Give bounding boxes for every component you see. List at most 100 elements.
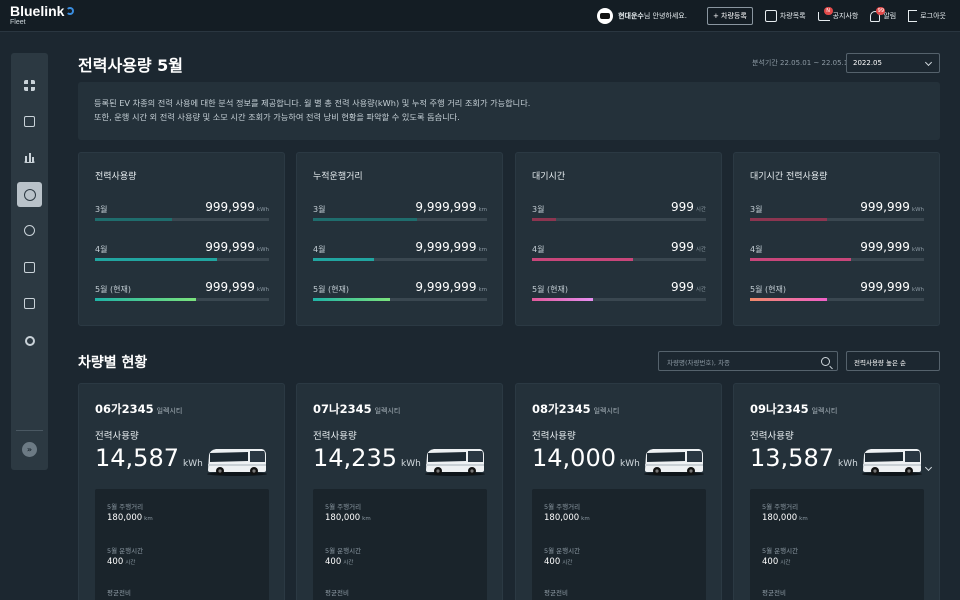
logo[interactable]: Bluelink Fleet [10, 3, 75, 26]
summary-card: 누적운행거리 3월 9,999,999 km 4월 9,999,999 km 5월 … [296, 152, 503, 326]
summary-row-label: 4월 [95, 245, 108, 254]
bell-icon [870, 10, 881, 22]
header-item-vehicle-list[interactable]: 차량목록 [764, 10, 806, 22]
vehicle-stat-label: 5월 운행시간 [762, 547, 799, 555]
vehicle-usage-value: 13,587 [750, 444, 834, 472]
gear-icon [24, 335, 35, 346]
summary-row-value: 999,999 [205, 240, 255, 254]
vehicle-stats-panel: 5월 주행거리 180,000 km 5월 운행시간 400 시간 평균전비 [313, 489, 487, 600]
header-item-label: 로그아웃 [920, 12, 946, 20]
summary-row-value: 999 [670, 240, 694, 254]
summary-row-unit: km [478, 247, 487, 253]
page-description: 등록된 EV 차종의 전력 사용에 대한 분석 정보를 제공합니다. 월 별 총… [78, 82, 940, 140]
summary-row-label: 3월 [95, 205, 108, 214]
header-item-alarm[interactable]: 99 알림 [870, 6, 897, 22]
sidebar-item-statistics[interactable] [17, 145, 42, 170]
vehicle-card[interactable]: 09나2345 일렉시티 전력사용량 13,587 kWh 5월 주행거리 180,… [733, 383, 940, 600]
sidebar-item-settings[interactable] [17, 328, 42, 353]
summary-row-label: 4월 [750, 245, 763, 254]
cart-icon [817, 11, 830, 21]
logo-sub: Fleet [10, 19, 26, 26]
vehicle-stat-value: 180,000 [544, 513, 580, 523]
register-vehicle-button[interactable]: + 차량등록 [706, 7, 753, 25]
progress-track [532, 298, 706, 301]
page-title: 전력사용량 5월 [78, 56, 184, 75]
header-item-label: 알림 [883, 12, 897, 20]
progress-track [95, 298, 269, 301]
progress-fill [750, 218, 827, 221]
vehicle-usage-label: 전력사용량 [95, 431, 139, 442]
location-icon [24, 225, 35, 236]
greet-suffix: 님 안녕하세요. [643, 12, 687, 20]
progress-fill [313, 298, 390, 301]
header-item-notice[interactable]: N 공지사항 [817, 7, 859, 21]
sidebar-item-dashboard[interactable] [17, 73, 42, 98]
month-select[interactable]: 2022.05 [846, 53, 940, 73]
progress-track [313, 258, 487, 261]
progress-track [750, 218, 924, 221]
vehicle-stat-label: 평균전비 [762, 589, 786, 597]
vehicle-stat-value: 400 [325, 557, 342, 567]
alarm-badge: 99 [876, 6, 886, 15]
progress-track [532, 218, 706, 221]
summary-card-title: 대기시간 전력사용량 [750, 172, 828, 182]
vehicle-usage-label: 전력사용량 [750, 431, 794, 442]
bus-image [206, 445, 268, 477]
vehicle-stat-unit: km [799, 516, 808, 522]
vehicle-stat-unit: km [581, 516, 590, 522]
vehicle-stat-label: 평균전비 [325, 589, 349, 597]
summary-row-unit: km [478, 287, 487, 293]
description-line: 등록된 EV 차종의 전력 사용에 대한 분석 정보를 제공합니다. 월 별 총… [94, 98, 531, 108]
summary-row-unit: 시간 [695, 247, 706, 253]
progress-fill [532, 218, 557, 221]
logo-name: Bluelink [10, 3, 65, 19]
sidebar-item-download[interactable] [17, 291, 42, 316]
progress-track [532, 258, 706, 261]
document-icon [24, 262, 35, 273]
sidebar-item-vehicles[interactable] [17, 109, 42, 134]
period-label: 분석기간 [752, 59, 778, 67]
sidebar-expand-button[interactable]: » [22, 442, 37, 457]
progress-fill [95, 298, 196, 301]
vehicle-search-input[interactable]: 차량명(차량번호), 차종 [658, 351, 838, 371]
notice-badge: N [823, 7, 833, 15]
vehicle-stats-panel: 5월 주행거리 180,000 km 5월 운행시간 400 시간 평균전비 [750, 489, 924, 600]
vehicle-card[interactable]: 07나2345 일렉시티 전력사용량 14,235 kWh 5월 주행거리 180,… [296, 383, 503, 600]
bar-chart-icon [24, 152, 35, 163]
progress-fill [532, 298, 593, 301]
header-item-label: 공지사항 [832, 12, 859, 20]
sidebar-item-reports[interactable] [17, 255, 42, 280]
vehicle-stat-unit: 시간 [780, 560, 791, 566]
summary-row-value: 999,999 [860, 200, 910, 214]
search-icon[interactable] [821, 357, 830, 366]
vehicle-stat-unit: 시간 [343, 560, 354, 566]
vehicle-stat-label: 5월 주행거리 [107, 503, 144, 511]
summary-card-title: 누적운행거리 [313, 172, 363, 182]
vehicle-stat-label: 5월 주행거리 [544, 503, 581, 511]
logo-ring-icon [66, 7, 75, 15]
progress-track [95, 258, 269, 261]
vehicle-card[interactable]: 06가2345 일렉시티 전력사용량 14,587 kWh 5월 주행거리 180,… [78, 383, 285, 600]
vehicle-model: 일렉시티 [374, 407, 401, 415]
gauge-icon [23, 188, 36, 201]
sidebar-item-power[interactable] [17, 182, 42, 207]
vehicle-stat-label: 평균전비 [544, 589, 568, 597]
vehicle-stat-unit: km [144, 516, 153, 522]
sort-select[interactable]: 전력사용량 높은 순 [846, 351, 940, 371]
vehicle-usage-label: 전력사용량 [313, 431, 357, 442]
summary-row-value: 9,999,999 [415, 280, 477, 294]
summary-row-value: 999,999 [860, 240, 910, 254]
vehicle-usage-unit: kWh [182, 459, 203, 469]
progress-fill [750, 298, 827, 301]
vehicle-usage-value: 14,235 [313, 444, 397, 472]
vehicle-plate: 09나2345 [750, 402, 809, 416]
summary-row-label: 4월 [532, 245, 545, 254]
progress-track [313, 298, 487, 301]
vehicle-stat-label: 5월 운행시간 [325, 547, 362, 555]
progress-fill [532, 258, 633, 261]
summary-row-unit: kWh [256, 287, 269, 293]
vehicle-card[interactable]: 08가2345 일렉시티 전력사용량 14,000 kWh 5월 주행거리 180,… [515, 383, 722, 600]
vehicle-stat-value: 180,000 [325, 513, 361, 523]
header-item-logout[interactable]: 로그아웃 [908, 10, 946, 22]
sidebar-item-location[interactable] [17, 218, 42, 243]
